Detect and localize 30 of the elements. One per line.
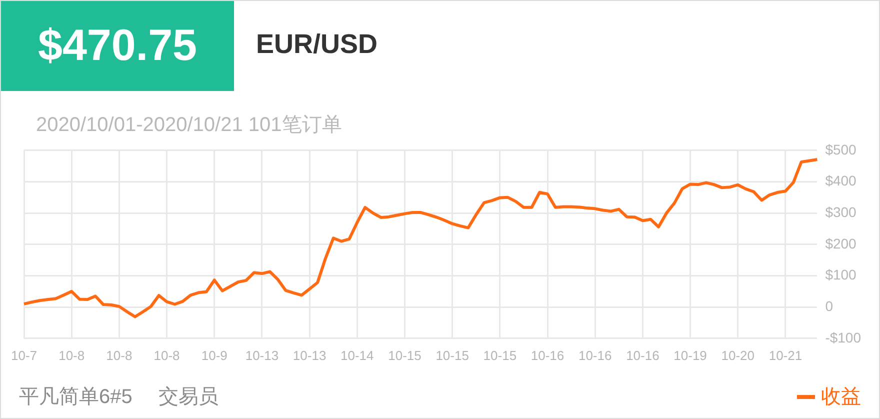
chart-title: EUR/USD xyxy=(256,29,378,60)
x-tick-label: 10-8 xyxy=(154,348,180,363)
text: 交易员 xyxy=(158,385,218,410)
y-tick-label: 0 xyxy=(825,298,834,314)
x-tick-label: 10-16 xyxy=(626,348,660,363)
chart-subtitle: 2020/10/01-2020/10/21 101笔订单 xyxy=(36,113,342,138)
x-tick-label: 10-15 xyxy=(388,348,422,363)
x-tick-label: 10-16 xyxy=(530,348,564,363)
x-tick-label: 10-15 xyxy=(436,348,469,363)
x-tick-label: 10-20 xyxy=(721,348,754,363)
y-tick-label: $500 xyxy=(825,141,857,158)
legend-label: 收益 xyxy=(821,385,861,410)
x-tick-label: 10-19 xyxy=(674,348,707,363)
y-tick-label: $300 xyxy=(825,204,857,220)
x-tick-label: 10-16 xyxy=(578,348,612,363)
y-tick-label: $400 xyxy=(825,172,857,189)
x-tick-label: 10-9 xyxy=(201,348,228,363)
text: 平凡简单6#5 xyxy=(19,385,132,410)
x-tick-label: 10-14 xyxy=(340,348,374,363)
x-tick-label: 10-8 xyxy=(58,348,85,363)
x-tick-label: 10-13 xyxy=(245,348,279,363)
x-tick-label: 10-15 xyxy=(483,348,517,363)
x-tick-label: 10-8 xyxy=(106,348,132,363)
x-tick-label: 10-13 xyxy=(292,348,326,363)
y-tick-label: $200 xyxy=(825,235,857,252)
y-tick-label: $100 xyxy=(825,266,857,283)
x-tick-label: 10-7 xyxy=(10,348,38,363)
text: $470.75 xyxy=(1,1,234,91)
x-tick-label: 10-21 xyxy=(768,348,802,363)
y-tick-label: -$100 xyxy=(825,329,862,346)
